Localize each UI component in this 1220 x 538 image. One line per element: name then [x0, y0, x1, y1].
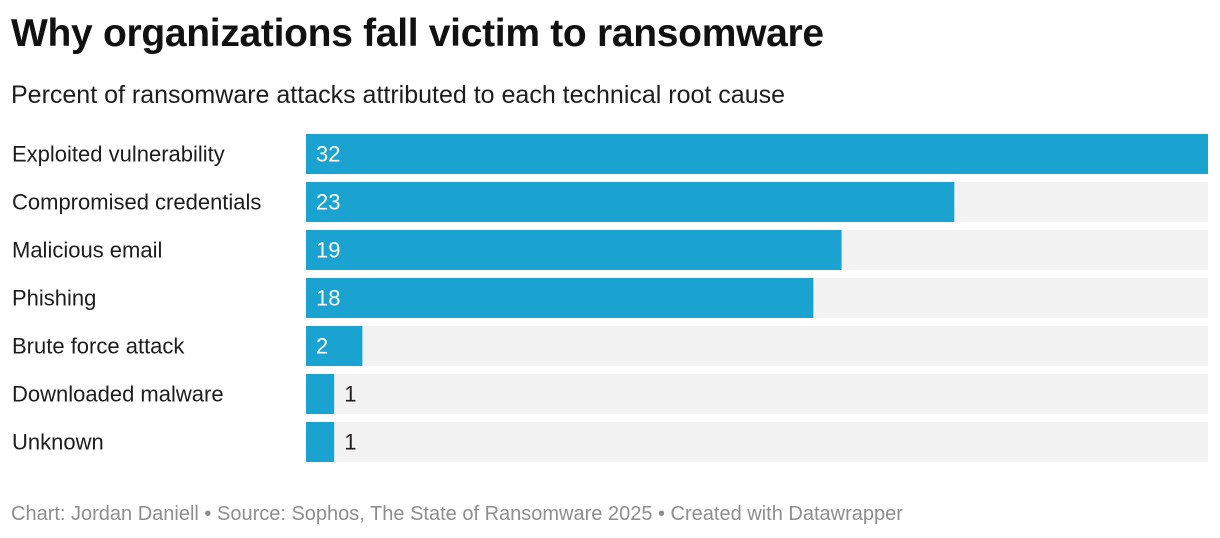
category-label: Phishing [12, 286, 96, 311]
category-label: Unknown [12, 430, 104, 455]
category-label: Brute force attack [12, 334, 185, 359]
bar [306, 182, 955, 222]
category-label: Compromised credentials [12, 190, 261, 215]
chart-title: Why organizations fall victim to ransomw… [11, 12, 824, 55]
category-label: Malicious email [12, 238, 162, 263]
value-label: 1 [344, 430, 356, 455]
bar [306, 278, 814, 318]
bar-row: Unknown 1 [12, 422, 1208, 462]
bar-row: Malicious email 19 [12, 230, 1208, 270]
bar-track [306, 422, 1208, 462]
category-label: Downloaded malware [12, 382, 224, 407]
chart-footer: Chart: Jordan Daniell • Source: Sophos, … [11, 503, 903, 525]
bar [306, 230, 842, 270]
bar-row: Exploited vulnerability 32 [12, 134, 1208, 174]
category-label: Exploited vulnerability [12, 142, 225, 167]
value-label: 19 [316, 238, 340, 263]
value-label: 2 [316, 334, 328, 359]
bar-row: Brute force attack 2 [12, 326, 1208, 366]
bar-row: Compromised credentials 23 [12, 182, 1208, 222]
value-label: 1 [344, 382, 356, 407]
bar-track [306, 374, 1208, 414]
chart-subtitle: Percent of ransomware attacks attributed… [11, 81, 786, 109]
bar [306, 134, 1208, 174]
value-label: 23 [316, 190, 340, 215]
bar [306, 374, 335, 414]
value-label: 32 [316, 142, 340, 167]
bar-row: Phishing 18 [12, 278, 1208, 318]
bar [306, 422, 335, 462]
bar-track [306, 326, 1208, 366]
value-label: 18 [316, 286, 340, 311]
bar [306, 326, 363, 366]
bar-row: Downloaded malware 1 [12, 374, 1208, 414]
